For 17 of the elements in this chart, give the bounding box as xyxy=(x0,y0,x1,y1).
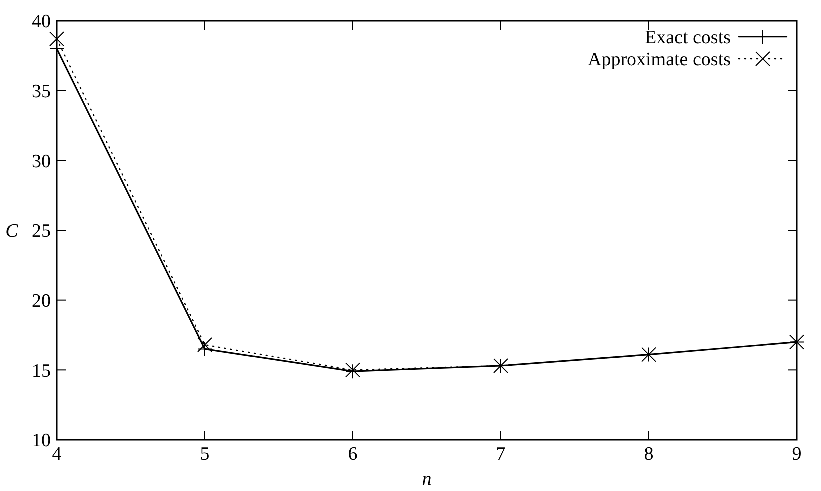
x-tick-label: 4 xyxy=(52,444,62,465)
x-tick-label: 8 xyxy=(644,444,654,465)
legend-label: Approximate costs xyxy=(588,50,731,71)
y-tick-label: 35 xyxy=(32,81,51,102)
y-tick-label: 30 xyxy=(32,151,51,172)
x-tick-label: 5 xyxy=(200,444,210,465)
y-tick-label: 20 xyxy=(32,290,51,312)
x-axis-title: n xyxy=(422,469,432,490)
y-tick-label: 25 xyxy=(32,221,51,242)
x-tick-label: 6 xyxy=(348,444,358,465)
y-tick-label: 15 xyxy=(32,360,51,382)
x-tick-label: 7 xyxy=(496,444,506,465)
y-tick-label: 10 xyxy=(32,430,51,452)
y-tick-label: 40 xyxy=(32,12,51,33)
legend-label: Exact costs xyxy=(644,28,731,49)
x-tick-label: 9 xyxy=(792,444,802,465)
y-axis-title: C xyxy=(6,221,19,242)
